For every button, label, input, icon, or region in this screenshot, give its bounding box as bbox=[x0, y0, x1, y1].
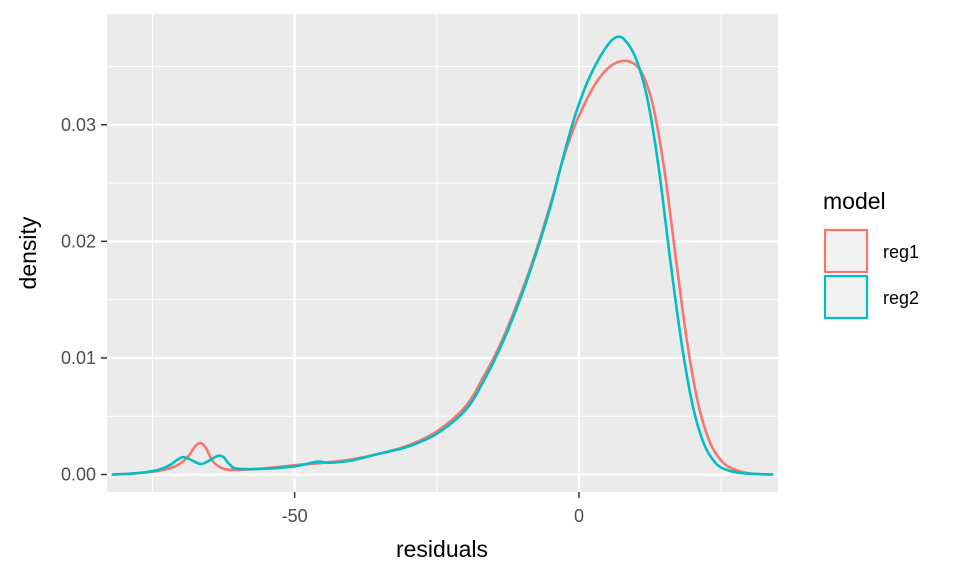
legend-key-reg2 bbox=[823, 274, 869, 320]
y-tick-label: 0.03 bbox=[61, 115, 96, 135]
legend-title: model bbox=[823, 188, 886, 214]
legend: model reg1 reg2 bbox=[823, 188, 919, 320]
series-line-reg2 bbox=[111, 35, 774, 476]
y-tick-label: 0.02 bbox=[61, 231, 96, 251]
y-tick-label: 0.01 bbox=[61, 348, 96, 368]
grid bbox=[107, 14, 778, 492]
legend-items: reg1 reg2 bbox=[823, 228, 919, 320]
legend-label-reg1: reg1 bbox=[883, 242, 919, 262]
x-axis-title: residuals bbox=[396, 536, 488, 562]
y-tick-label: 0.00 bbox=[61, 465, 96, 485]
legend-label-reg2: reg2 bbox=[883, 288, 919, 308]
y-axis-title: density bbox=[15, 216, 41, 289]
legend-key-reg1 bbox=[823, 228, 869, 274]
x-tick-label: 0 bbox=[574, 506, 584, 526]
series-layer bbox=[111, 35, 774, 476]
x-tick-label: -50 bbox=[282, 506, 308, 526]
panel-background bbox=[107, 14, 778, 492]
axes: -50 0 0.00 0.01 0.02 0.03 bbox=[61, 115, 584, 526]
